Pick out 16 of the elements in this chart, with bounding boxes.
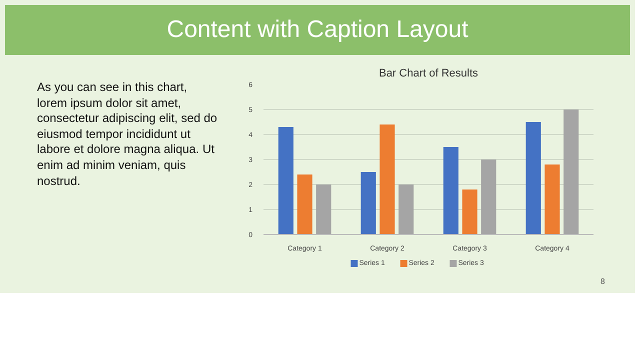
bar <box>526 122 541 234</box>
bar <box>564 110 579 234</box>
text: 8 <box>600 276 605 288</box>
bar <box>462 190 478 234</box>
bar <box>316 184 332 234</box>
bar <box>360 172 376 234</box>
bar <box>398 184 414 234</box>
bar <box>443 147 458 234</box>
text: As you can see in this chart, lorem ipsum dolor sit amet, consectetur adipiscing elit, sed do eiusmod tempor incididunt ut labore et dolore magna aliqua. Ut enim ad minim veniam, quis nostrud. <box>37 80 218 190</box>
bar <box>481 160 496 234</box>
bar <box>380 124 395 234</box>
text: Content with Caption Layout <box>166 15 468 45</box>
chart-title: Bar Chart of Results <box>378 68 479 80</box>
bar <box>544 164 560 234</box>
bar <box>297 174 312 234</box>
bar <box>278 127 294 234</box>
